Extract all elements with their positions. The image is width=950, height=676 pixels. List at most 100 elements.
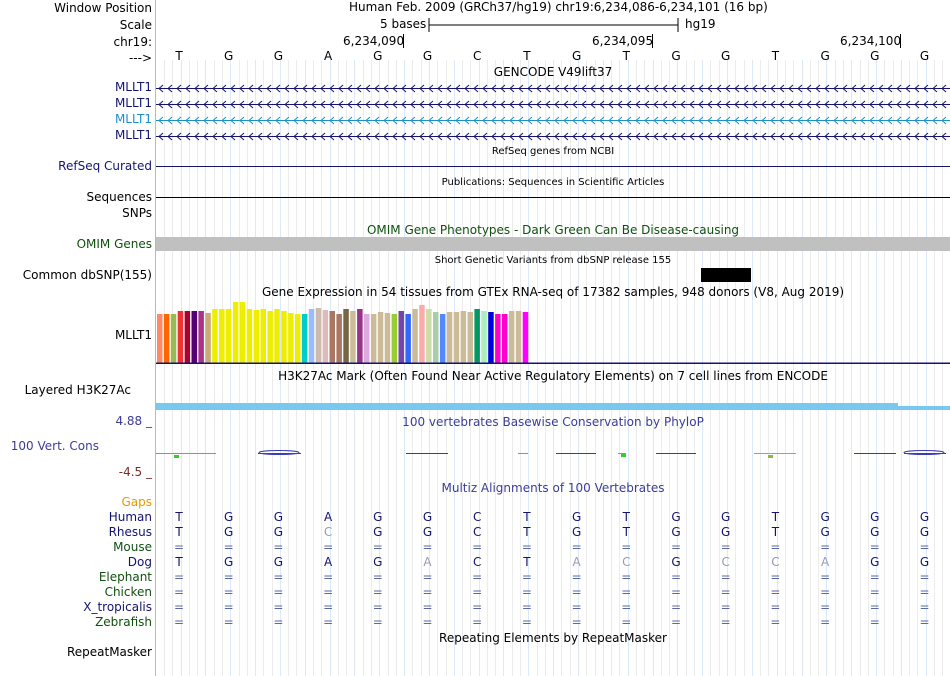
aligned-base: G [721,510,731,524]
label-divider [155,0,156,676]
strand-arrow [311,100,317,109]
strand-arrow [725,132,731,141]
phylop-min-label: -4.5 _ [118,465,152,479]
strand-arrow [365,116,371,125]
aligned-base: = [820,615,831,629]
strand-arrow [473,84,479,93]
gencode-row-label[interactable]: MLLT1 [114,112,152,126]
gtex-track-label[interactable]: MLLT1 [114,328,152,342]
browser-title: Human Feb. 2009 (GRCh37/hg19) chr19:6,23… [349,0,768,14]
strand-arrow [698,132,704,141]
omim-track-label[interactable]: OMIM Genes [76,237,152,251]
strand-arrow [707,84,713,93]
refseq-track-label[interactable]: RefSeq Curated [58,159,152,173]
gtex-tissue-bar [308,309,315,364]
phylop-peak [768,455,773,458]
strand-arrow [167,100,173,109]
strand-arrow [284,116,290,125]
gencode-transcript [156,132,950,141]
gencode-transcript [156,116,950,125]
gtex-tissue-bar [226,309,232,364]
strand-arrow [734,116,740,125]
strand-arrow [932,132,938,141]
aligned-base: = [919,615,930,629]
strand-arrow [842,116,848,125]
strand-arrow [824,84,830,93]
h3k27ac-signal[interactable] [156,403,898,410]
coord-tick: 6,234,100 [840,34,902,48]
gtex-tissue-bar [384,313,391,364]
publications-track-label[interactable]: Sequences [86,190,152,204]
strand-arrow [437,84,443,93]
strand-arrow [833,100,839,109]
strand-arrow [545,116,551,125]
aligned-base: = [521,615,532,629]
gencode-row-label[interactable]: MLLT1 [114,128,152,142]
dbsnp-variant[interactable] [701,268,751,282]
strand-arrow [680,132,686,141]
species-label[interactable]: Dog [127,555,152,569]
aligned-base: = [869,540,880,554]
strand-arrow [815,132,821,141]
gencode-row-label[interactable]: MLLT1 [114,80,152,94]
strand-arrow [203,100,209,109]
aligned-base: = [223,570,234,584]
species-label[interactable]: Zebrafish [95,615,152,629]
base-letter: T [622,49,630,63]
base-letter: G [571,49,582,63]
strand-arrow [482,100,488,109]
species-label[interactable]: Rhesus [108,525,152,539]
strand-arrow [896,116,902,125]
gtex-tissue-bar [502,314,508,364]
strand-arrow [203,132,209,141]
gtex-tissue-bar [495,314,501,364]
gtex-tissue-bar [301,314,308,364]
species-label[interactable]: Mouse [113,540,152,554]
snps-track-label[interactable]: SNPs [122,206,152,220]
refseq-line[interactable] [156,166,950,167]
strand-arrow [590,84,596,93]
strand-arrow [626,100,632,109]
strand-arrow [221,100,227,109]
dbsnp-track-label[interactable]: Common dbSNP(155) [22,268,152,282]
strand-arrow [815,116,821,125]
strand-arrow [887,100,893,109]
gencode-transcripts[interactable] [156,80,950,150]
gencode-row-label[interactable]: MLLT1 [114,96,152,110]
species-label[interactable]: X_tropicalis [83,600,152,614]
omim-feature-bar[interactable] [156,237,950,251]
repeatmasker-track-label[interactable]: RepeatMasker [66,645,152,659]
gtex-bar-chart[interactable] [156,298,950,364]
strand-arrow [842,100,848,109]
publications-line[interactable] [156,197,950,198]
h3k27ac-signal-tail[interactable] [898,406,950,410]
aligned-base: G [571,525,582,539]
species-label[interactable]: Human [108,510,152,524]
gtex-tissue-bar [433,312,439,364]
strand-arrow [275,84,281,93]
strand-arrow [716,84,722,93]
strand-arrow [725,84,731,93]
strand-arrow [257,132,263,141]
strand-arrow [878,84,884,93]
aligned-base: = [273,600,284,614]
species-label[interactable]: Chicken [104,585,152,599]
phylop-track-label[interactable]: 100 Vert. Cons [10,439,99,453]
strand-arrow [743,84,749,93]
strand-arrow [545,132,551,141]
h3k27ac-track-label[interactable]: Layered H3K27Ac [24,383,131,397]
phylop-wiggle[interactable] [156,440,950,470]
gtex-tissue-bar [274,309,280,364]
gtex-tissue-bar [377,312,384,364]
strand-arrow [266,100,272,109]
strand-arrow [644,100,650,109]
aligned-base: G [671,510,681,524]
strand-arrow [545,100,551,109]
strand-arrow [581,132,587,141]
gtex-tissue-bar [219,309,225,364]
species-label[interactable]: Elephant [98,570,152,584]
window-position-label: Window Position [54,1,152,15]
genome-browser-track-area[interactable]: Human Feb. 2009 (GRCh37/hg19) chr19:6,23… [156,0,950,676]
base-letter: T [175,49,183,63]
gtex-tissue-bar [515,311,522,364]
